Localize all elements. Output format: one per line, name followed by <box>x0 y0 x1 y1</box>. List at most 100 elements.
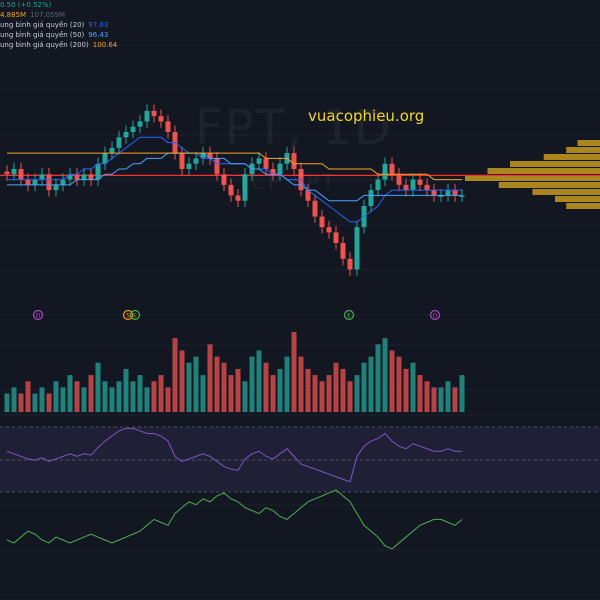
legend-ma200[interactable]: ung bình giá quyền (200) 100.64 <box>0 40 117 50</box>
volume-bar <box>298 356 304 412</box>
volume-bar <box>249 356 255 412</box>
candle-body <box>319 216 325 228</box>
volume-bar <box>340 368 346 412</box>
volume-bar <box>81 387 87 412</box>
volume-bar <box>116 381 122 412</box>
candle-body <box>347 258 353 270</box>
volume-bar <box>354 375 360 412</box>
candle-body <box>32 179 38 185</box>
candle-body <box>4 171 10 175</box>
candle-body <box>186 163 192 169</box>
candle-body <box>228 184 234 196</box>
volume-profile-bar <box>510 161 600 167</box>
event-marker-circle <box>32 309 44 321</box>
volume-bar <box>256 350 262 412</box>
volume-bar <box>214 356 220 412</box>
indicator-legend: 0.50 (+0.52%) 4.885M 107.059M ung bình gi… <box>0 0 117 50</box>
volume-profile-bar <box>566 203 600 209</box>
legend-change: 0.50 (+0.52%) <box>0 1 52 9</box>
oscillator-line <box>6 489 463 550</box>
rsi-line <box>6 427 462 483</box>
candle-body <box>438 195 444 197</box>
candle-body <box>270 169 276 175</box>
candle-body <box>193 158 199 164</box>
candle-body <box>375 179 381 191</box>
legend-volume-dim: 107.059M <box>30 11 66 19</box>
candle-body <box>396 174 402 185</box>
candle-body <box>235 195 241 201</box>
legend-volume: 4.885M <box>0 11 27 19</box>
volume-pane <box>4 332 465 412</box>
price-pane <box>0 104 600 276</box>
legend-ma20-value: 97.63 <box>88 21 109 29</box>
candle-body <box>242 174 248 201</box>
volume-profile-bar <box>566 147 600 153</box>
chart-watermark-sub: CTCP FPT <box>220 170 338 194</box>
candle-body <box>389 163 395 175</box>
legend-ma50[interactable]: ung bình giá quyền (50) 96.43 <box>0 30 117 40</box>
event-marker-circle <box>122 309 134 321</box>
candle-body <box>53 184 59 191</box>
event-marker-circle <box>129 309 141 321</box>
rsi-band <box>0 427 600 492</box>
legend-ma20-label: ung bình giá quyền (20) <box>0 21 85 29</box>
ma-line-ma200 <box>7 152 462 181</box>
candle-body <box>200 153 206 159</box>
legend-ma20[interactable]: ung bình giá quyền (20) 97.63 <box>0 20 117 30</box>
event-marker-label: E <box>133 313 137 320</box>
volume-profile-bar <box>465 175 600 181</box>
volume-bar <box>291 332 297 412</box>
volume-profile-bar <box>543 154 600 160</box>
volume-bar <box>277 368 283 412</box>
candle-body <box>340 243 346 259</box>
volume-bar <box>4 393 10 412</box>
volume-bar <box>361 362 367 412</box>
candle-body <box>67 174 73 180</box>
volume-profile-bar <box>487 168 600 174</box>
legend-volume-row: 4.885M 107.059M <box>0 10 117 20</box>
candle-body <box>88 174 94 180</box>
rsi-pane <box>0 426 600 493</box>
volume-bar <box>144 387 150 412</box>
volume-bar <box>137 375 143 412</box>
candle-body <box>81 174 87 180</box>
volume-bar <box>60 387 66 412</box>
candle-body <box>410 179 416 191</box>
volume-bar <box>445 381 451 412</box>
candle-body <box>102 153 108 164</box>
volume-bar <box>11 387 17 412</box>
volume-bar <box>186 362 192 412</box>
volume-bar <box>18 393 24 412</box>
volume-bar <box>74 381 80 412</box>
candle-body <box>445 190 451 196</box>
candle-body <box>130 126 136 132</box>
volume-bar <box>452 387 458 412</box>
volume-bar <box>193 356 199 412</box>
event-marker-label: S <box>126 313 130 320</box>
volume-bar <box>179 350 185 412</box>
volume-bar <box>165 387 171 412</box>
volume-bar <box>284 356 290 412</box>
candle-body <box>179 153 185 169</box>
volume-bar <box>95 362 101 412</box>
legend-ma200-label: ung bình giá quyền (200) <box>0 41 89 49</box>
volume-bar <box>109 387 115 412</box>
volume-bar <box>424 381 430 412</box>
volume-bar <box>431 387 437 412</box>
volume-bar <box>410 362 416 412</box>
volume-profile-bar <box>532 189 600 195</box>
volume-bar <box>382 338 388 412</box>
volume-bar <box>221 362 227 412</box>
chart-watermark: FPT, 1D <box>195 100 393 156</box>
candle-body <box>459 195 465 197</box>
volume-bar <box>375 344 381 412</box>
candle-body <box>382 163 388 180</box>
volume-bar <box>88 375 94 412</box>
volume-bar <box>242 381 248 412</box>
candle-body <box>165 121 171 132</box>
volume-profile-bar <box>577 140 600 146</box>
candle-body <box>291 153 297 169</box>
volume-bar <box>228 375 234 412</box>
candle-body <box>263 158 269 169</box>
candle-body <box>123 132 129 138</box>
